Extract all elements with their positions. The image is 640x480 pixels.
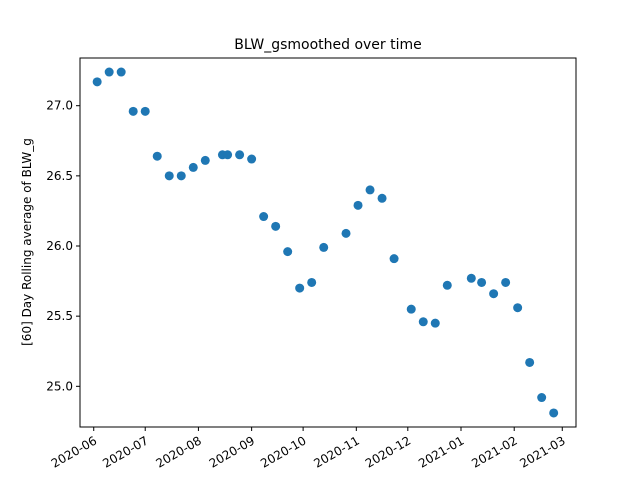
- y-tick-label-4: 27.0: [46, 99, 73, 113]
- data-point-11: [223, 150, 233, 160]
- data-point-6: [164, 171, 174, 181]
- data-point-14: [259, 212, 269, 222]
- data-point-33: [513, 303, 523, 313]
- y-tick-label-2: 26.0: [46, 239, 73, 253]
- data-point-36: [549, 408, 559, 418]
- x-tick-label-7: 2021-01: [416, 433, 466, 470]
- data-point-8: [188, 162, 198, 172]
- data-point-31: [489, 289, 499, 299]
- data-point-4: [140, 106, 150, 116]
- data-point-34: [525, 357, 535, 367]
- x-tick-label-3: 2020-09: [207, 433, 257, 470]
- data-point-22: [365, 185, 375, 195]
- data-point-19: [319, 242, 329, 252]
- y-tick-label-0: 25.0: [46, 379, 73, 393]
- data-point-26: [418, 317, 428, 327]
- x-tick-label-5: 2020-11: [311, 433, 361, 470]
- data-point-20: [341, 228, 351, 238]
- x-tick-label-9: 2021-03: [517, 433, 567, 470]
- data-point-25: [406, 304, 416, 314]
- chart-title: BLW_gsmoothed over time: [234, 37, 422, 53]
- data-point-1: [104, 67, 114, 77]
- data-point-29: [466, 273, 476, 283]
- data-point-28: [442, 280, 452, 290]
- x-tick-label-4: 2020-10: [258, 433, 308, 470]
- y-axis-label: [60] Day Rolling average of BLW_g: [20, 138, 34, 346]
- data-point-3: [128, 106, 138, 116]
- data-point-24: [389, 254, 399, 264]
- data-point-9: [200, 155, 210, 165]
- data-point-15: [271, 221, 281, 231]
- x-tick-label-0: 2020-06: [49, 433, 99, 470]
- x-tick-label-1: 2020-07: [100, 433, 150, 470]
- data-points: [92, 67, 559, 418]
- data-point-5: [152, 151, 162, 161]
- y-tick-label-1: 25.5: [46, 309, 73, 323]
- x-tick-label-8: 2021-02: [469, 433, 519, 470]
- data-point-30: [477, 277, 487, 287]
- data-point-21: [353, 200, 363, 210]
- data-point-18: [307, 277, 317, 287]
- y-tick-label-3: 26.5: [46, 169, 73, 183]
- data-point-12: [235, 150, 245, 160]
- data-point-16: [283, 247, 293, 257]
- x-tick-label-6: 2020-12: [363, 433, 413, 470]
- y-axis: 25.0 25.5 26.0 26.5 27.0: [46, 99, 80, 393]
- x-tick-label-2: 2020-08: [153, 433, 203, 470]
- data-point-23: [377, 193, 387, 203]
- data-point-17: [295, 283, 305, 293]
- x-axis: 2020-06 2020-07 2020-08 2020-09 2020-10 2020-…: [49, 427, 568, 471]
- data-point-2: [116, 67, 126, 77]
- plot-area: [79, 57, 577, 428]
- data-point-0: [92, 77, 102, 87]
- data-point-7: [176, 171, 186, 181]
- data-point-13: [247, 154, 257, 164]
- data-point-35: [537, 393, 547, 403]
- data-point-27: [430, 318, 440, 328]
- data-point-32: [501, 277, 511, 287]
